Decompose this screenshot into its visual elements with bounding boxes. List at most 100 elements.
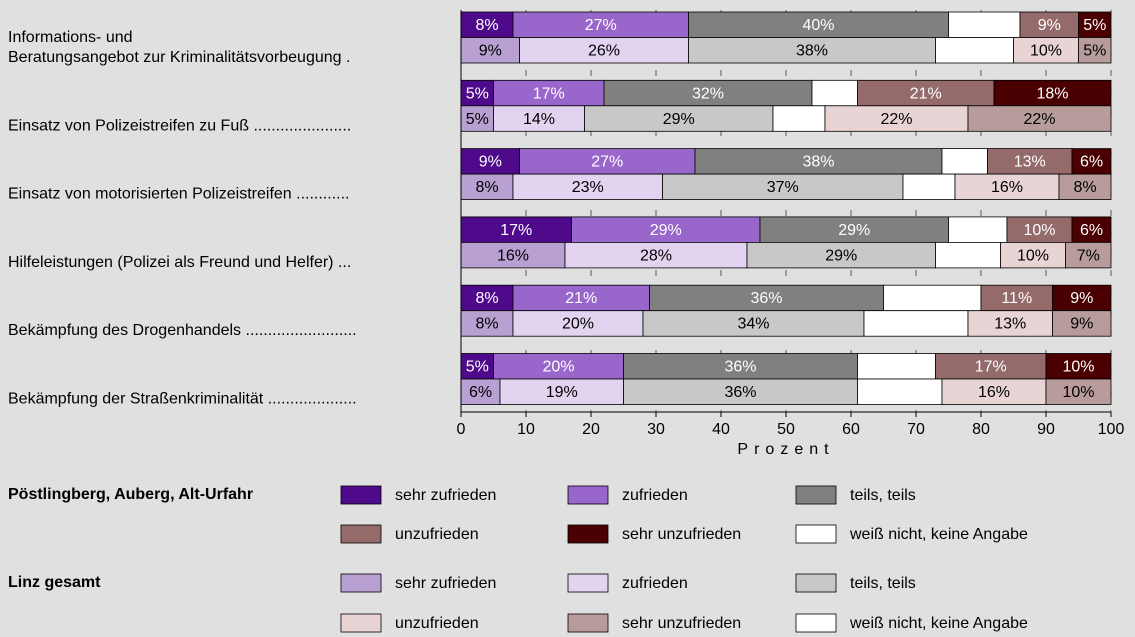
data-label: 34% [737,316,769,333]
bar-segment [512,11,689,38]
data-label: 26% [588,42,620,59]
x-tick-label: 0 [457,421,466,438]
x-tick-label: 100 [1098,421,1125,438]
data-label: 29% [825,247,857,264]
legend-label: sehr zufrieden [395,487,496,504]
legend-label: sehr unzufrieden [622,526,741,543]
bar-segment [460,105,494,132]
bar-segment [1052,284,1112,312]
data-label: 18% [1036,85,1068,102]
data-label: 38% [796,42,828,59]
data-label: 38% [802,154,834,171]
category-label: Bekämpfung der Straßenkriminalität .....… [8,391,357,408]
bar-segment [460,241,566,269]
bar-segment [1071,216,1112,243]
bar-segment [863,310,969,337]
bar-segment [688,37,936,64]
bar-segment [857,378,943,405]
data-label: 5% [1083,42,1106,59]
data-label: 9% [1070,316,1093,333]
x-tick-label: 80 [972,421,990,438]
data-label: 10% [1062,358,1094,375]
legend-swatch [795,573,837,593]
bar-segment [519,37,689,64]
data-label: 21% [910,85,942,102]
bar-segment [1045,353,1112,380]
data-label: 23% [572,179,604,196]
bar-segment [1065,241,1112,269]
bar-segment [1071,148,1112,175]
legend-label: sehr zufrieden [395,575,496,592]
bar-segment [460,173,514,201]
x-tick-label: 70 [907,421,925,438]
bar-segment [811,79,858,107]
category-label: Informations- und Beratungsangebot zur Kr… [8,29,350,66]
bar-segment [883,284,982,312]
legend-title: Pöstlingberg, Auberg, Alt-Urfahr [8,486,253,503]
bar-segment [993,79,1112,107]
bar-segment [1019,11,1079,38]
data-label: 20% [562,316,594,333]
legend-swatch [567,613,609,633]
data-label: 8% [475,316,498,333]
data-label: 20% [542,358,574,375]
bar-segment [642,310,865,337]
x-axis-label: Prozent [737,441,834,458]
legend-label: sehr unzufrieden [622,615,741,632]
legend-swatch [340,524,382,544]
category-label: Bekämpfung des Drogenhandels ...........… [8,322,357,339]
data-label: 36% [750,290,782,307]
data-label: 6% [1080,154,1103,171]
data-label: 17% [975,358,1007,375]
data-label: 22% [1023,111,1055,128]
bar-segment [967,310,1053,337]
data-label: 5% [466,85,489,102]
data-label: 6% [469,384,492,401]
bar-segment [688,11,949,38]
data-label: 29% [838,222,870,239]
legend-swatch [340,613,382,633]
bar-segment [759,216,949,243]
data-label: 27% [585,17,617,34]
bar-segment [493,79,605,107]
bar-segment [941,378,1047,405]
data-label: 9% [1038,17,1061,34]
category-label: Einsatz von motorisierten Polizeistreife… [8,186,349,203]
data-label: 36% [724,384,756,401]
data-label: 36% [724,358,756,375]
data-label: 13% [994,316,1026,333]
bar-segment [662,173,904,201]
legend-label: unzufrieden [395,615,479,632]
bar-segment [460,37,520,64]
data-label: 16% [497,247,529,264]
data-label: 19% [546,384,578,401]
x-tick-label: 40 [712,421,730,438]
data-label: 17% [533,85,565,102]
data-label: 8% [475,290,498,307]
legend-label: unzufrieden [395,526,479,543]
legend-label: teils, teils [850,487,916,504]
legend-swatch [567,485,609,505]
data-label: 16% [978,384,1010,401]
legend-label: weiß nicht, keine Angabe [849,526,1028,543]
legend-swatch [795,524,837,544]
data-label: 11% [1001,290,1032,307]
data-label: 8% [475,17,498,34]
data-label: 10% [1062,384,1094,401]
data-label: 40% [802,17,834,34]
x-tick-label: 60 [842,421,860,438]
bar-segment [512,310,644,337]
data-label: 21% [565,290,597,307]
bar-segment [623,378,858,405]
bar-segment [902,173,956,201]
bar-segment [948,216,1008,243]
bar-segment [1045,378,1112,405]
data-label: 9% [1070,290,1093,307]
legend-swatch [340,485,382,505]
legend-label: zufrieden [622,487,688,504]
data-label: 32% [692,85,724,102]
data-label: 9% [479,42,502,59]
x-tick-label: 50 [777,421,795,438]
legend-label: weiß nicht, keine Angabe [849,615,1028,632]
